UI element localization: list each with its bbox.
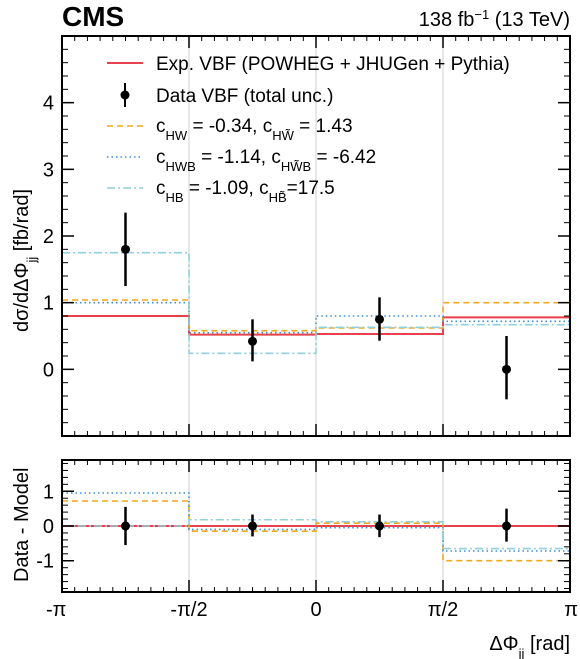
y-tick-label: 4 <box>43 93 54 115</box>
x-tick-label: π <box>564 599 578 621</box>
legend-label-exp-vbf: Exp. VBF (POWHEG + JHUGen + Pythia) <box>156 54 510 75</box>
luminosity-label: 138 fb−1 (13 TeV) <box>419 7 570 32</box>
ratio-series-line-3 <box>62 518 570 550</box>
legend-label-chwb: cHWB = -1.14, cHW̃B = -6.42 <box>156 147 376 174</box>
x-tick-label: -π/2 <box>170 599 207 621</box>
main-data-point <box>121 244 131 254</box>
y-tick-label: 1 <box>43 293 54 315</box>
legend-swatch-data-marker <box>120 90 130 100</box>
x-tick-label: 0 <box>310 599 321 621</box>
ratio-plot-panel: -1 0 1 -π -π/2 0 π/2 π Data - Model <box>11 459 578 621</box>
main-y-axis-label: dσ/dΔΦjj [fb/rad] <box>11 189 39 332</box>
main-data-points <box>121 212 511 400</box>
main-data-point <box>375 314 385 324</box>
legend-label-chb: cHB = -1.09, cHB̃=17.5 <box>156 178 335 205</box>
legend-label-chw: cHW = -0.34, cHW̃ = 1.43 <box>156 116 353 143</box>
x-axis-label: ΔΦjj [rad] <box>489 633 570 659</box>
y-tick-label: 0 <box>43 359 54 381</box>
ratio-data-point <box>501 521 511 531</box>
y-tick-label: 3 <box>43 159 54 181</box>
main-data-point <box>247 336 257 346</box>
x-tick-label: π/2 <box>428 599 458 621</box>
main-data-point <box>501 364 511 374</box>
experiment-label: CMS <box>62 1 124 32</box>
y-tick-label: 1 <box>43 481 54 503</box>
ratio-data-point <box>375 521 385 531</box>
main-plot-panel: 0 1 2 3 4 dσ/dΔΦjj [fb/rad] <box>11 35 571 437</box>
main-y-axis-ticks: 0 1 2 3 4 <box>43 48 570 424</box>
legend: Exp. VBF (POWHEG + JHUGen + Pythia) Data… <box>107 54 510 205</box>
main-series-layer <box>62 36 570 436</box>
ratio-data-point <box>247 521 257 531</box>
ratio-data-points <box>121 506 511 546</box>
main-plot-frame <box>61 35 571 437</box>
ratio-y-axis-label: Data - Model <box>11 468 33 583</box>
y-tick-label: 2 <box>43 226 54 248</box>
ratio-plot-frame <box>61 459 571 593</box>
y-tick-label: 0 <box>43 516 54 538</box>
x-tick-label: -π <box>46 599 66 621</box>
ratio-data-point <box>121 521 131 531</box>
ratio-series-layer <box>62 460 570 592</box>
legend-label-data: Data VBF (total unc.) <box>156 86 333 107</box>
y-tick-label: -1 <box>36 551 54 573</box>
